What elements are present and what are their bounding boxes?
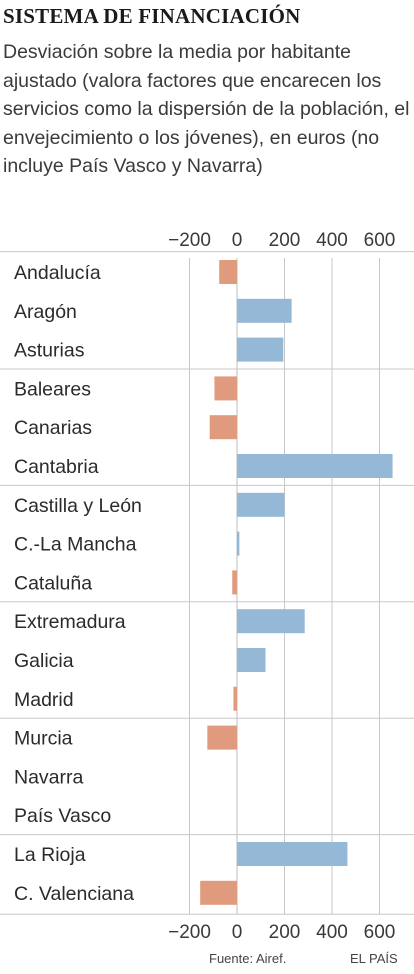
x-tick-label-bottom: 0 xyxy=(232,922,243,943)
category-label: Extremadura xyxy=(14,611,126,633)
x-tick-label-bottom: 200 xyxy=(269,922,301,943)
category-label: Canarias xyxy=(14,417,92,439)
bar xyxy=(200,880,237,905)
publisher-brand: EL PAÍS xyxy=(350,951,398,966)
chart-subtitle: Desviación sobre la media por habitante … xyxy=(3,41,410,177)
x-tick-label-top: 0 xyxy=(232,230,243,251)
category-label: Castilla y León xyxy=(14,495,142,517)
bar xyxy=(237,492,285,517)
category-label: Murcia xyxy=(14,728,73,750)
bar xyxy=(237,531,240,556)
bar xyxy=(237,648,266,672)
x-tick-label-bottom: 400 xyxy=(316,922,348,943)
category-label: País Vasco xyxy=(14,805,111,827)
x-tick-label-top: −200 xyxy=(168,230,211,251)
bar xyxy=(219,260,237,284)
x-tick-label-top: 600 xyxy=(364,230,396,251)
x-tick-label-top: 400 xyxy=(316,230,348,251)
category-label: Aragón xyxy=(14,301,77,323)
bar xyxy=(214,376,237,401)
bar xyxy=(232,570,237,595)
bar xyxy=(237,298,292,323)
bar xyxy=(237,454,393,478)
x-tick-label-bottom: −200 xyxy=(168,922,211,943)
category-label: Navarra xyxy=(14,766,84,788)
bar xyxy=(237,842,348,866)
category-label: Cataluña xyxy=(14,572,92,594)
bar xyxy=(233,686,237,711)
bar xyxy=(237,337,284,362)
x-tick-label-top: 200 xyxy=(269,230,301,251)
category-label: Galicia xyxy=(14,650,74,672)
category-label: Cantabria xyxy=(14,456,99,478)
bar xyxy=(209,415,237,440)
bar xyxy=(207,725,237,750)
category-label: Baleares xyxy=(14,378,91,400)
chart-title: SISTEMA DE FINANCIACIÓN xyxy=(3,4,301,28)
category-label: Andalucía xyxy=(14,262,101,284)
x-tick-label-bottom: 600 xyxy=(364,922,396,943)
category-label: Madrid xyxy=(14,689,74,711)
category-label: Asturias xyxy=(14,340,85,362)
category-label: La Rioja xyxy=(14,844,86,866)
source-note: Fuente: Airef. xyxy=(209,951,287,966)
bar xyxy=(237,609,305,634)
category-label: C. Valenciana xyxy=(14,883,134,905)
category-label: C.-La Mancha xyxy=(14,534,137,556)
